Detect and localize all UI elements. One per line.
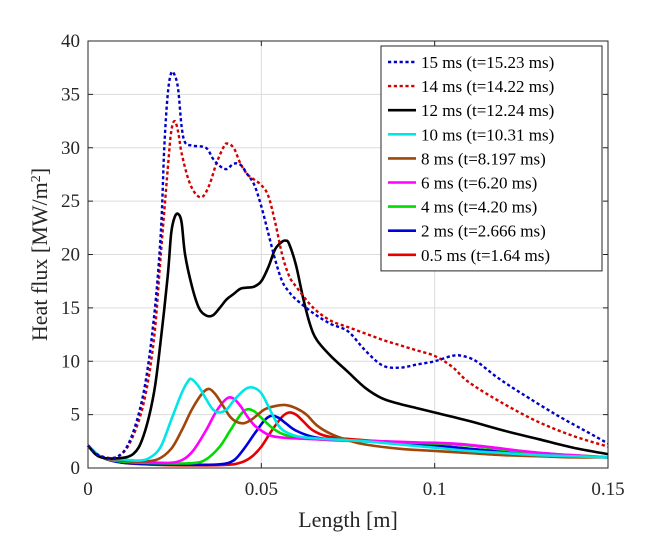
legend-label: 0.5 ms (t=1.64 ms) <box>421 246 550 265</box>
series-line <box>87 212 609 460</box>
legend-label: 14 ms (t=14.22 ms) <box>421 77 554 96</box>
x-tick-label: 0.15 <box>591 479 624 500</box>
series-lines <box>87 70 609 467</box>
y-axis-label-main: Heat flux [MW/m <box>27 182 52 341</box>
series-line <box>87 414 609 467</box>
legend-label: 15 ms (t=15.23 ms) <box>421 53 554 72</box>
legend-label: 8 ms (t=8.197 ms) <box>421 149 546 168</box>
x-tick-label: 0.1 <box>423 479 447 500</box>
y-tick-label: 0 <box>71 458 81 479</box>
y-tick-label: 20 <box>61 245 80 266</box>
series-line <box>87 396 609 465</box>
y-tick-label: 10 <box>61 351 80 372</box>
legend-label: 4 ms (t=4.20 ms) <box>421 198 537 217</box>
series-line <box>87 70 609 460</box>
y-tick-label: 30 <box>61 138 80 159</box>
y-tick-label: 35 <box>61 84 80 105</box>
series-line <box>87 387 609 463</box>
y-axis-label: Heat flux [MW/m2] <box>27 168 52 341</box>
legend-label: 10 ms (t=10.31 ms) <box>421 125 554 144</box>
series-line <box>87 411 609 467</box>
y-axis-label-close: ] <box>27 168 52 175</box>
axis-ticks: 0 0.05 0.1 0.15 0 5 10 15 20 25 30 35 40 <box>61 31 625 500</box>
series-line <box>87 119 609 460</box>
legend-box <box>380 45 603 272</box>
x-axis-label: Length [m] <box>298 507 398 532</box>
y-tick-label: 15 <box>61 298 80 319</box>
x-tick-label: 0 <box>83 479 93 500</box>
series-line <box>87 377 609 462</box>
x-tick-label: 0.05 <box>245 479 278 500</box>
y-tick-label: 5 <box>71 405 81 426</box>
legend-label: 6 ms (t=6.20 ms) <box>421 174 537 193</box>
y-axis-label-superscript: 2 <box>29 175 44 182</box>
y-tick-label: 25 <box>61 191 80 212</box>
legend: 15 ms (t=15.23 ms) 14 ms (t=14.22 ms) 12 m… <box>380 45 603 272</box>
y-tick-label: 40 <box>61 31 80 52</box>
legend-label: 12 ms (t=12.24 ms) <box>421 101 554 120</box>
legend-label: 2 ms (t=2.666 ms) <box>421 222 546 241</box>
